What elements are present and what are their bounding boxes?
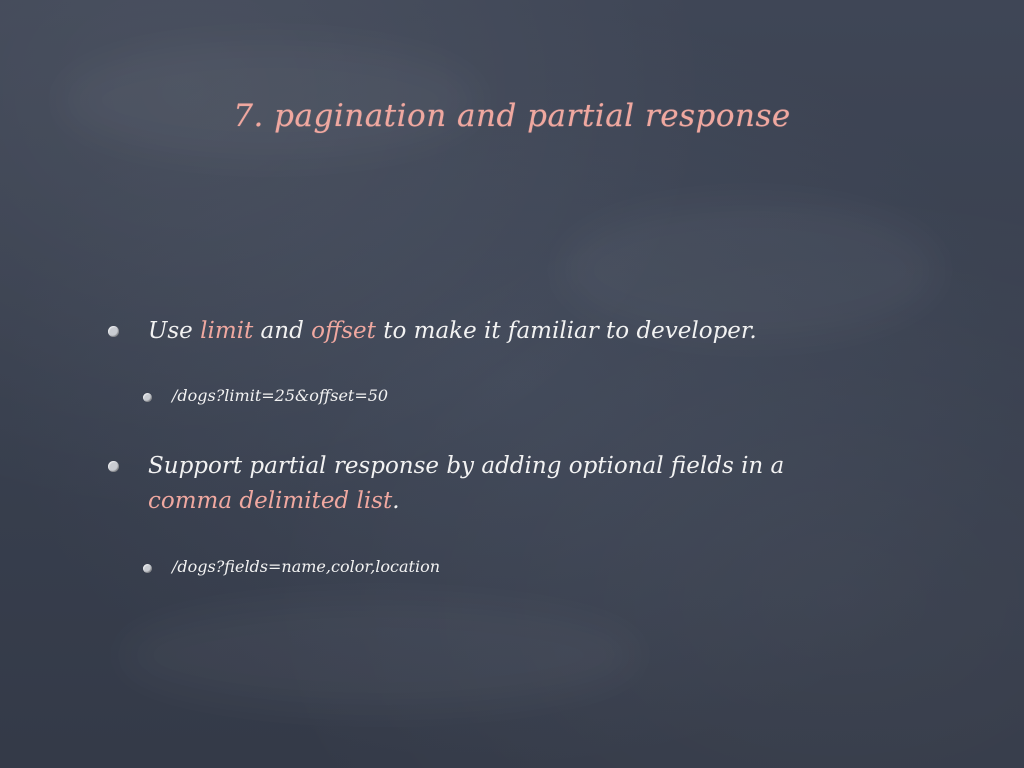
highlight-limit: limit bbox=[200, 318, 254, 344]
bullet-item-2: Support partial response by adding optio… bbox=[148, 449, 978, 519]
bullet-icon bbox=[108, 326, 119, 337]
bullet-text-line-2: comma delimited list. bbox=[148, 484, 978, 519]
slide-title: 7. pagination and partial response bbox=[233, 98, 791, 134]
bullet-icon bbox=[108, 461, 119, 472]
bullet-text: . bbox=[392, 488, 400, 514]
sub-bullet-text: /dogs?fields=name,color,location bbox=[172, 557, 441, 576]
sub-bullet-icon bbox=[143, 393, 152, 402]
sub-bullet-item-2: /dogs?fields=name,color,location bbox=[172, 556, 872, 578]
bullet-text-line-1: Support partial response by adding optio… bbox=[148, 453, 785, 479]
sub-bullet-text: /dogs?limit=25&offset=50 bbox=[172, 386, 389, 405]
bullet-text: and bbox=[253, 318, 312, 344]
chalk-smudge bbox=[120, 600, 640, 710]
bullet-text: Use bbox=[148, 318, 201, 344]
highlight-comma-delimited-list: comma delimited list bbox=[148, 488, 393, 514]
sub-bullet-icon bbox=[143, 564, 152, 573]
sub-bullet-item-1: /dogs?limit=25&offset=50 bbox=[172, 385, 872, 407]
bullet-item-1: Use limit and offset to make it familiar… bbox=[148, 314, 948, 349]
highlight-offset: offset bbox=[311, 318, 376, 344]
bullet-text: to make it familiar to developer. bbox=[375, 318, 757, 344]
